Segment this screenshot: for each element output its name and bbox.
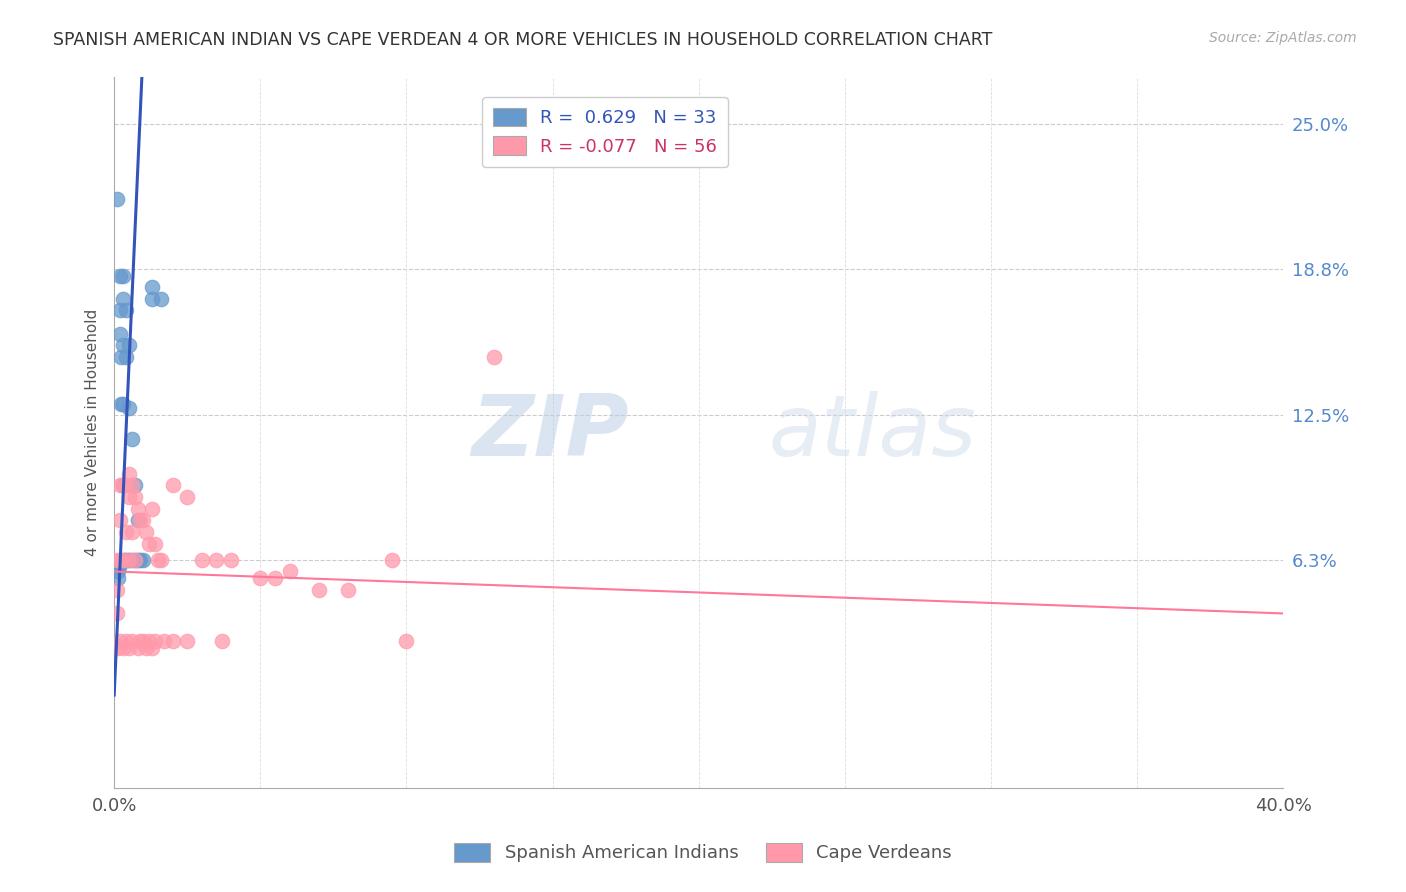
Point [124,490,146,504]
Point [141,501,163,516]
Point [143,536,166,550]
Point [176,490,198,504]
Point [111,553,134,567]
Point [153,634,176,648]
Point [162,478,184,492]
Point [132,513,155,527]
Point [108,513,131,527]
Point [105,553,128,567]
Text: Source: ZipAtlas.com: Source: ZipAtlas.com [1209,31,1357,45]
Text: atlas: atlas [769,392,977,475]
Point [127,641,149,656]
Point [141,292,163,306]
Point [121,524,143,539]
Point [129,513,152,527]
Point [108,553,131,567]
Point [278,565,301,579]
Point [127,501,149,516]
Point [111,292,134,306]
Point [135,524,157,539]
Point [129,634,152,648]
Point [111,397,134,411]
Point [108,326,131,341]
Point [118,553,141,567]
Y-axis label: 4 or more Vehicles in Household: 4 or more Vehicles in Household [86,310,100,557]
Point [482,350,505,364]
Point [115,478,138,492]
Point [143,634,166,648]
Point [108,268,131,283]
Text: ZIP: ZIP [471,392,628,475]
Point [149,292,172,306]
Point [115,350,138,364]
Point [141,641,163,656]
Point [118,401,141,416]
Point [111,338,134,352]
Point [138,536,160,550]
Point [107,559,129,574]
Point [121,634,143,648]
Point [115,634,138,648]
Point [105,641,128,656]
Point [135,641,157,656]
Text: SPANISH AMERICAN INDIAN VS CAPE VERDEAN 4 OR MORE VEHICLES IN HOUSEHOLD CORRELAT: SPANISH AMERICAN INDIAN VS CAPE VERDEAN … [53,31,993,49]
Point [211,634,233,648]
Point [108,303,131,318]
Point [191,553,214,567]
Point [121,432,143,446]
Point [129,553,152,567]
Point [105,559,128,574]
Point [118,338,141,352]
Point [108,634,131,648]
Point [162,634,184,648]
Point [118,553,141,567]
Point [110,397,132,411]
Point [118,490,141,504]
Point [124,553,146,567]
Point [132,634,155,648]
Point [381,553,404,567]
Point [249,572,271,586]
Point [118,641,141,656]
Legend: Spanish American Indians, Cape Verdeans: Spanish American Indians, Cape Verdeans [447,836,959,870]
Point [124,553,146,567]
Point [141,280,163,294]
Point [121,553,143,567]
Point [337,583,360,598]
Point [132,553,155,567]
Point [127,513,149,527]
Point [219,553,242,567]
Point [149,553,172,567]
Point [115,553,138,567]
Point [264,572,287,586]
Legend: R =  0.629   N = 33, R = -0.077   N = 56: R = 0.629 N = 33, R = -0.077 N = 56 [482,97,728,167]
Point [111,641,134,656]
Point [111,268,134,283]
Point [121,478,143,492]
Point [105,192,128,206]
Point [308,583,330,598]
Point [107,572,129,586]
Point [108,478,131,492]
Point [124,478,146,492]
Point [127,553,149,567]
Point [110,350,132,364]
Point [138,634,160,648]
Point [105,607,128,621]
Point [107,565,129,579]
Point [115,303,138,318]
Point [118,467,141,481]
Point [176,634,198,648]
Point [395,634,418,648]
Point [146,553,169,567]
Point [111,478,134,492]
Point [115,524,138,539]
Point [111,478,134,492]
Point [205,553,228,567]
Point [112,553,135,567]
Point [105,583,128,598]
